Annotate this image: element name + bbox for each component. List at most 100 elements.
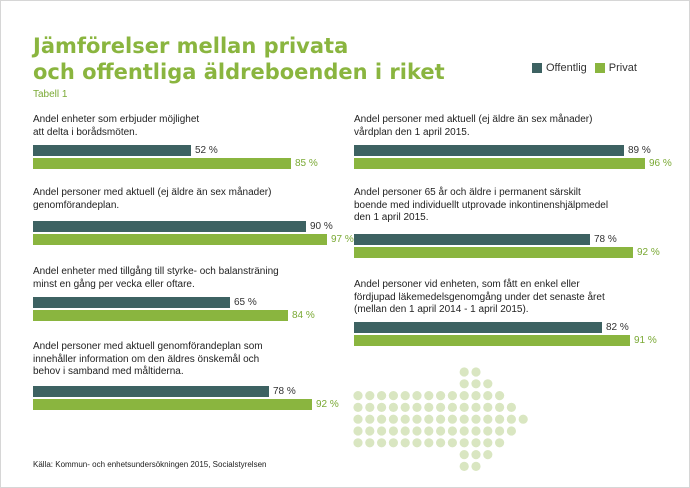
arrow-dot (436, 414, 446, 424)
arrow-dot (495, 402, 505, 412)
arrow-dot (412, 391, 422, 401)
arrow-dot (412, 438, 422, 448)
bar-offentlig (33, 145, 191, 156)
bar-privat (33, 158, 291, 169)
arrow-dot (483, 391, 493, 401)
arrow-dot (388, 402, 398, 412)
bar-offentlig (33, 297, 230, 308)
value-label-privat: 97 % (331, 234, 354, 245)
arrow-dot (506, 414, 516, 424)
arrow-dot (495, 438, 505, 448)
legend-label-offentlig: Offentlig (546, 62, 587, 74)
arrow-dot (353, 438, 363, 448)
arrow-dot (365, 391, 375, 401)
arrow-dot (365, 438, 375, 448)
legend-item-offentlig: Offentlig (532, 62, 587, 74)
arrow-dot (471, 367, 481, 377)
bar-privat (354, 158, 645, 169)
arrow-dot (353, 391, 363, 401)
arrow-dot (495, 414, 505, 424)
value-label-offentlig: 78 % (594, 234, 617, 245)
arrow-dot (424, 426, 434, 436)
arrow-dot (424, 438, 434, 448)
arrow-dot (459, 402, 469, 412)
title-line-2: och offentliga äldreboenden i riket (33, 60, 445, 84)
arrow-dot (424, 402, 434, 412)
bar-offentlig (354, 322, 602, 333)
bar-offentlig (33, 221, 306, 232)
arrow-dot (388, 414, 398, 424)
arrow-dot (483, 402, 493, 412)
source-note: Källa: Kommun- och enhetsundersökningen … (33, 460, 267, 469)
arrow-dot (471, 426, 481, 436)
arrow-dot (471, 402, 481, 412)
question-text: Andel personer med aktuell genomförandep… (33, 341, 263, 377)
arrow-dot (353, 414, 363, 424)
value-label-privat: 91 % (634, 335, 657, 346)
arrow-dot (483, 450, 493, 460)
arrow-dot (388, 438, 398, 448)
arrow-dot (400, 402, 410, 412)
bar-privat (354, 247, 633, 258)
question-text: Andel personer med aktuell (ej äldre än … (354, 114, 593, 138)
value-label-offentlig: 89 % (628, 145, 651, 156)
value-label-privat: 92 % (637, 247, 660, 258)
arrow-dot (471, 414, 481, 424)
arrow-dot (483, 414, 493, 424)
question-text: Andel personer 65 år och äldre i permane… (354, 187, 609, 223)
arrow-dot (459, 438, 469, 448)
arrow-dot (483, 379, 493, 389)
arrow-dot (447, 426, 457, 436)
arrow-dot (412, 414, 422, 424)
arrow-dot (495, 391, 505, 401)
arrow-dot (447, 438, 457, 448)
value-label-offentlig: 82 % (606, 322, 629, 333)
arrow-dot (377, 426, 387, 436)
arrow-dot (436, 391, 446, 401)
arrow-dot (495, 426, 505, 436)
arrow-dot (424, 391, 434, 401)
arrow-dot (400, 414, 410, 424)
legend-swatch-privat (594, 63, 605, 73)
arrow-dot (459, 367, 469, 377)
legend-label-privat: Privat (608, 62, 637, 74)
bar-privat (354, 335, 630, 346)
value-label-privat: 85 % (295, 158, 318, 169)
arrow-dot (365, 414, 375, 424)
arrow-dot (377, 391, 387, 401)
arrow-dot (459, 426, 469, 436)
value-label-offentlig: 90 % (310, 221, 333, 232)
arrow-dot (471, 379, 481, 389)
bar-offentlig (354, 145, 624, 156)
arrow-dot (506, 426, 516, 436)
bar-privat (33, 399, 312, 410)
legend-swatch-offentlig (532, 63, 542, 73)
arrow-dot (506, 402, 516, 412)
arrow-dot (377, 414, 387, 424)
arrow-dot (400, 426, 410, 436)
arrow-dot (412, 402, 422, 412)
bar-privat (33, 234, 327, 245)
arrow-dot (471, 438, 481, 448)
value-label-offentlig: 78 % (273, 386, 296, 397)
arrow-dot (447, 391, 457, 401)
arrow-dot (388, 426, 398, 436)
arrow-dot (388, 391, 398, 401)
chart-title: Jämförelser mellan privata och offentlig… (33, 33, 445, 85)
question-text: Andel personer vid enheten, som fått en … (354, 279, 605, 315)
legend: Offentlig Privat (532, 62, 645, 74)
question-text: Andel personer med aktuell (ej äldre än … (33, 187, 272, 211)
arrow-dot (353, 402, 363, 412)
arrow-dot (459, 414, 469, 424)
arrow-dot (483, 426, 493, 436)
question-text: Andel enheter som erbjuder möjlighet att… (33, 114, 200, 138)
arrow-dot (400, 438, 410, 448)
arrow-dot (471, 461, 481, 471)
arrow-dot (436, 426, 446, 436)
arrow-dot (400, 391, 410, 401)
arrow-dot (459, 379, 469, 389)
arrow-dot (365, 402, 375, 412)
arrow-dot (377, 438, 387, 448)
table-label: Tabell 1 (33, 89, 68, 100)
